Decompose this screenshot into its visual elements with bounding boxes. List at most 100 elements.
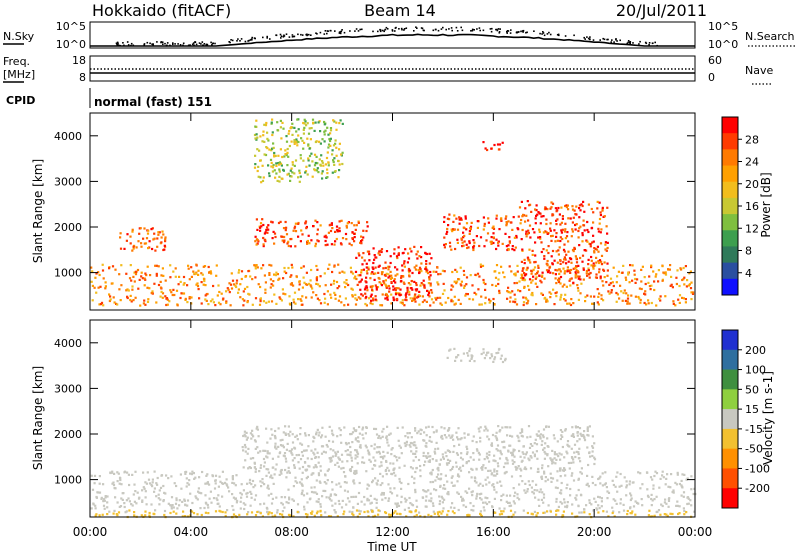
- heatmap-cell: [570, 235, 573, 238]
- nsearch-point: [639, 40, 641, 43]
- heatmap-cell: [191, 470, 194, 473]
- heatmap-cell: [292, 284, 295, 287]
- nsearch-point: [542, 32, 545, 34]
- heatmap-cell: [658, 486, 661, 489]
- colorbar-swatch: [722, 278, 738, 296]
- heatmap-cell: [522, 303, 525, 307]
- heatmap-cell: [519, 475, 522, 478]
- nsearch-point: [315, 32, 317, 34]
- heatmap-cell: [511, 290, 514, 293]
- heatmap-cell: [681, 296, 684, 299]
- heatmap-cell: [356, 283, 359, 286]
- heatmap-cell: [355, 471, 358, 475]
- heatmap-cell: [276, 179, 279, 182]
- colorbar-swatch: [722, 330, 738, 351]
- heatmap-cell: [186, 499, 190, 502]
- heatmap-cell: [156, 476, 159, 480]
- nsearch-point: [476, 28, 478, 30]
- heatmap-cell: [152, 512, 155, 515]
- heatmap-cell: [298, 280, 301, 283]
- heatmap-cell: [294, 159, 298, 162]
- heatmap-cell: [354, 303, 358, 306]
- heatmap-cell: [294, 245, 297, 248]
- heatmap-cell: [595, 507, 598, 510]
- heatmap-cell: [352, 506, 355, 509]
- nsearch-point: [589, 36, 591, 38]
- heatmap-cell: [479, 236, 483, 239]
- heatmap-cell: [268, 511, 271, 514]
- nsearch-point: [195, 43, 198, 46]
- heatmap-cell: [460, 437, 463, 440]
- heatmap-cell: [334, 142, 337, 145]
- heatmap-cell: [90, 507, 93, 510]
- heatmap-cell: [304, 468, 307, 471]
- heatmap-cell: [298, 283, 301, 286]
- heatmap-cell: [424, 505, 427, 508]
- heatmap-cell: [169, 511, 172, 515]
- heatmap-cell: [129, 264, 132, 267]
- heatmap-cell: [535, 483, 538, 486]
- nsearch-label: N.Search: [745, 30, 795, 43]
- heatmap-cell: [118, 476, 122, 479]
- heatmap-cell: [525, 232, 528, 235]
- heatmap-cell: [297, 140, 300, 144]
- heatmap-cell: [640, 498, 643, 501]
- heatmap-cell: [317, 171, 320, 174]
- heatmap-cell: [264, 153, 268, 157]
- heatmap-cell: [349, 451, 352, 454]
- heatmap-cell: [153, 232, 156, 235]
- heatmap-cell: [498, 507, 501, 510]
- heatmap-cell: [598, 477, 601, 480]
- heatmap-cell: [481, 484, 484, 487]
- colorbar-swatch: [722, 448, 738, 469]
- heatmap-cell: [195, 496, 198, 500]
- heatmap-cell: [560, 229, 563, 232]
- heatmap-cell: [550, 235, 553, 238]
- heatmap-cell: [266, 137, 269, 140]
- nsearch-point: [306, 34, 308, 37]
- heatmap-cell: [280, 501, 283, 505]
- heatmap-cell: [358, 432, 361, 435]
- heatmap-cell: [269, 158, 273, 161]
- heatmap-cell: [260, 181, 263, 184]
- heatmap-cell: [470, 476, 473, 479]
- heatmap-cell: [420, 282, 423, 285]
- heatmap-cell: [143, 277, 146, 280]
- heatmap-cell: [455, 270, 459, 273]
- heatmap-cell: [196, 285, 200, 288]
- heatmap-cell: [597, 504, 600, 507]
- heatmap-cell: [123, 505, 126, 509]
- heatmap-cell: [268, 272, 271, 275]
- heatmap-cell: [246, 285, 249, 289]
- heatmap-cell: [508, 504, 511, 508]
- heatmap-cell: [621, 271, 624, 274]
- heatmap-cell: [650, 284, 653, 287]
- heatmap-cell: [140, 245, 143, 248]
- heatmap-cell: [463, 240, 466, 243]
- heatmap-cell: [386, 441, 389, 444]
- heatmap-cell: [431, 468, 434, 472]
- heatmap-cell: [426, 272, 430, 275]
- heatmap-cell: [518, 449, 521, 453]
- heatmap-cell: [462, 231, 465, 234]
- heatmap-cell: [678, 294, 682, 297]
- heatmap-cell: [541, 467, 544, 470]
- nsearch-point: [162, 43, 164, 45]
- heatmap-cell: [194, 272, 197, 275]
- heatmap-cell: [511, 452, 514, 455]
- heatmap-cell: [259, 135, 262, 138]
- heatmap-cell: [565, 450, 568, 453]
- heatmap-cell: [415, 513, 418, 517]
- heatmap-cell: [438, 463, 441, 466]
- heatmap-cell: [435, 459, 438, 462]
- heatmap-cell: [592, 211, 595, 214]
- heatmap-cell: [126, 296, 129, 300]
- heatmap-cell: [460, 218, 463, 221]
- heatmap-cell: [385, 284, 388, 288]
- heatmap-cell: [148, 246, 151, 249]
- nsearch-point: [229, 41, 231, 44]
- heatmap-cell: [378, 465, 381, 468]
- heatmap-cell: [513, 249, 516, 252]
- heatmap-cell: [534, 217, 537, 220]
- heatmap-cell: [447, 510, 450, 513]
